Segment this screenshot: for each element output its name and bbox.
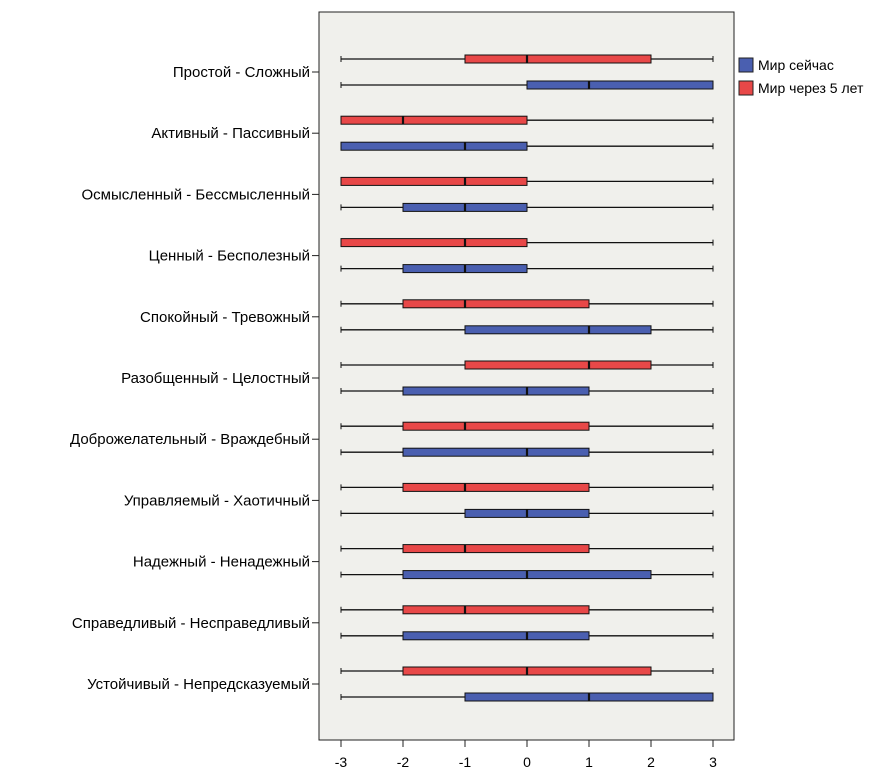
x-tick-label: -3: [335, 754, 348, 770]
box: [402, 631, 590, 641]
box: [464, 325, 652, 335]
box: [402, 447, 590, 457]
category-label: Доброжелательный - Враждебный: [70, 431, 310, 448]
category-labels: Простой - Сложный Активный - Пассивный Осм…: [70, 64, 319, 693]
boxes-layer: [340, 54, 714, 702]
box: [340, 238, 528, 248]
x-tick-label: -2: [397, 754, 410, 770]
box: [340, 176, 528, 186]
box: [402, 421, 590, 431]
legend: Мир сейчас Мир через 5 лет: [738, 57, 864, 96]
category-label: Надежный - Ненадежный: [133, 554, 310, 571]
category-label: Активный - Пассивный: [151, 125, 310, 142]
category-label: Простой - Сложный: [173, 64, 310, 81]
box: [464, 360, 652, 370]
plot-area: [318, 11, 735, 741]
category-label: Управляемый - Хаотичный: [124, 492, 310, 509]
legend-swatch: [738, 57, 754, 73]
x-tick-label: -1: [459, 754, 472, 770]
category-label: Осмысленный - Бессмысленный: [81, 186, 310, 203]
category-label: Ценный - Бесполезный: [149, 248, 310, 265]
box: [340, 141, 528, 151]
x-tick-label: 1: [585, 754, 593, 770]
box: [402, 544, 590, 554]
x-tick-label: 2: [647, 754, 655, 770]
box: [402, 299, 590, 309]
legend-label: Мир сейчас: [758, 57, 834, 73]
box: [340, 115, 528, 125]
legend-label: Мир через 5 лет: [758, 80, 864, 96]
legend-swatch: [738, 80, 754, 96]
box: [402, 605, 590, 615]
category-label: Спокойный - Тревожный: [140, 309, 310, 326]
box: [402, 482, 590, 492]
box: [464, 54, 652, 64]
x-axis: -3 -2 -1 0 1 2 3: [319, 739, 734, 770]
category-label: Разобщенный - Целостный: [121, 370, 310, 387]
x-tick-label: 3: [709, 754, 717, 770]
category-label: Справедливый - Несправедливый: [72, 615, 310, 632]
box: [402, 386, 590, 396]
box: [526, 80, 714, 90]
category-label: Устойчивый - Непредсказуемый: [87, 676, 310, 693]
x-tick-label: 0: [523, 754, 531, 770]
